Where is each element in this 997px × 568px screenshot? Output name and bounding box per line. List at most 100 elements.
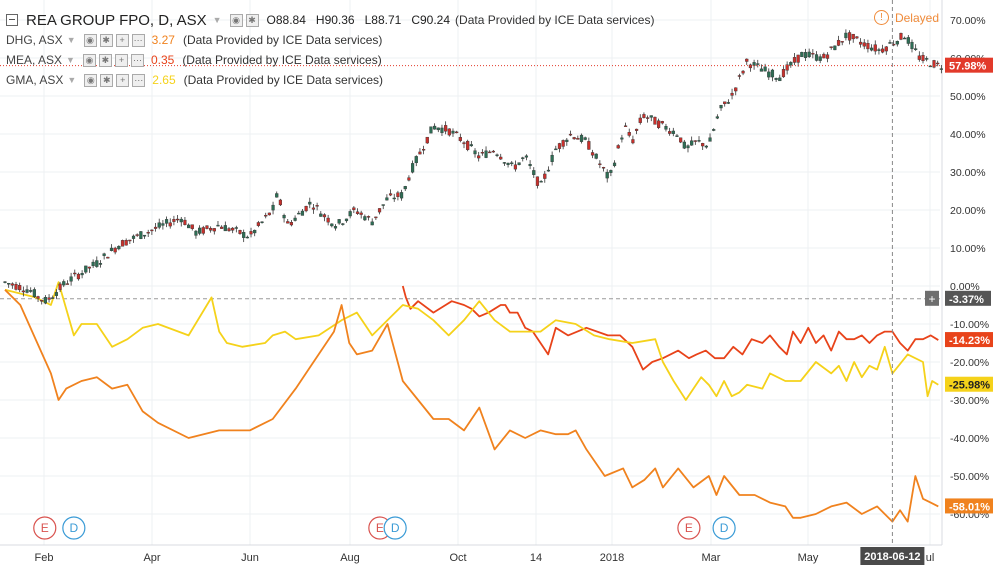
series-line-mea[interactable] [401, 285, 939, 371]
delayed-status[interactable]: ! Delayed [873, 10, 939, 25]
candle-body [513, 164, 518, 170]
eye-icon[interactable]: ◉ [83, 33, 97, 47]
series-layer [3, 29, 943, 523]
high-label: H [315, 13, 325, 27]
candle-body [631, 139, 635, 144]
x-tick-label: Jun [241, 552, 259, 564]
legend-main-row: REA GROUP FPO, D, ASX ▼ ◉ ✱ O 88.84 H 90.3… [6, 10, 654, 30]
gear-icon[interactable]: ✱ [99, 33, 113, 47]
candle-body [851, 33, 855, 40]
candle-body [488, 151, 492, 154]
candle-body [436, 127, 440, 131]
candle-body [175, 218, 180, 221]
candle-body [3, 281, 7, 283]
more-icon[interactable]: ⋯ [132, 73, 146, 87]
candle-body [429, 126, 433, 134]
candle-body [198, 227, 202, 234]
dividend-marker[interactable] [383, 516, 407, 540]
eye-icon[interactable]: ◉ [84, 73, 98, 87]
eye-icon[interactable]: ◉ [229, 13, 243, 27]
candle-body [557, 143, 562, 149]
candle-body [168, 222, 172, 227]
collapse-legend-button[interactable] [6, 14, 18, 26]
x-tick-label: ul [926, 552, 935, 564]
candle-body [161, 223, 165, 226]
gear-icon[interactable]: ✱ [245, 13, 259, 27]
candle-body [374, 216, 378, 219]
candle-body [869, 47, 874, 51]
compare-symbol-name[interactable]: GMA, ASX [6, 73, 64, 87]
candle-body [649, 115, 653, 118]
candle-body [14, 283, 18, 290]
candle-body [484, 150, 488, 158]
chevron-down-icon[interactable]: ▼ [66, 55, 75, 65]
candle-body [209, 227, 213, 231]
candle-body [521, 157, 525, 159]
last-value-label: -25.98% [949, 380, 990, 392]
gear-icon[interactable]: ✱ [100, 73, 114, 87]
candle-body [7, 283, 11, 285]
y-tick-label: 0.00% [950, 281, 980, 293]
candle-body [458, 137, 462, 141]
candle-body [10, 283, 14, 286]
candle-body [763, 66, 767, 72]
compare-symbol-name[interactable]: MEA, ASX [6, 53, 63, 67]
main-source-note: (Data Provided by ICE Data services) [455, 13, 655, 27]
main-symbol-title[interactable]: REA GROUP FPO, D, ASX [26, 11, 207, 29]
candle-body [741, 70, 745, 74]
candle-body [884, 46, 888, 52]
compare-symbol-name[interactable]: DHG, ASX [6, 33, 63, 47]
plus-icon[interactable]: + [115, 33, 129, 47]
candle-body [253, 229, 257, 234]
candle-body [223, 225, 227, 232]
candle-body [326, 217, 330, 223]
y-tick-label: -40.00% [950, 433, 989, 445]
candle-body [601, 167, 606, 169]
plus-icon[interactable]: + [114, 53, 128, 67]
dividend-marker[interactable] [712, 516, 736, 540]
candle-body [142, 234, 147, 237]
plus-icon[interactable]: + [116, 73, 130, 87]
y-tick-label: 30.00% [950, 167, 986, 179]
candle-body [653, 116, 657, 125]
earnings-marker[interactable] [677, 516, 701, 540]
series-line-dhg[interactable] [4, 289, 939, 523]
candle-body [778, 77, 782, 82]
more-icon[interactable]: ⋯ [130, 53, 144, 67]
baseline-value-label: -3.37% [949, 294, 984, 306]
dividend-marker[interactable] [62, 516, 86, 540]
candle-body [836, 39, 841, 46]
y-tick-label: -30.00% [950, 395, 989, 407]
more-icon[interactable]: ⋯ [131, 33, 145, 47]
candle-body [348, 211, 352, 217]
candle-body [499, 156, 503, 160]
plus-icon: + [928, 292, 935, 306]
delayed-label: Delayed [894, 10, 939, 25]
add-baseline-button[interactable] [925, 290, 939, 306]
candle-body [807, 51, 811, 58]
candle-body [186, 224, 191, 229]
chevron-down-icon[interactable]: ▼ [67, 75, 77, 85]
candle-body [623, 125, 628, 127]
series-line-gma[interactable] [4, 281, 939, 401]
candle-body [627, 132, 631, 136]
gear-icon[interactable]: ✱ [98, 53, 112, 67]
earnings-marker-label: E [41, 521, 49, 535]
candle-body [164, 219, 169, 224]
chevron-down-icon[interactable]: ▼ [212, 15, 222, 25]
candle-body [455, 131, 459, 134]
chevron-down-icon[interactable]: ▼ [66, 35, 76, 45]
candle-body [54, 292, 59, 296]
candle-body [109, 247, 114, 251]
candle-body [352, 207, 356, 210]
candle-body [789, 62, 793, 66]
candle-body [675, 135, 679, 137]
earnings-marker[interactable] [33, 516, 57, 540]
candle-body [756, 63, 760, 65]
eye-icon[interactable]: ◉ [82, 53, 96, 67]
candle-body [84, 265, 88, 273]
candle-body [51, 297, 55, 299]
crosshair-date-label: 2018-06-12 [864, 551, 920, 563]
